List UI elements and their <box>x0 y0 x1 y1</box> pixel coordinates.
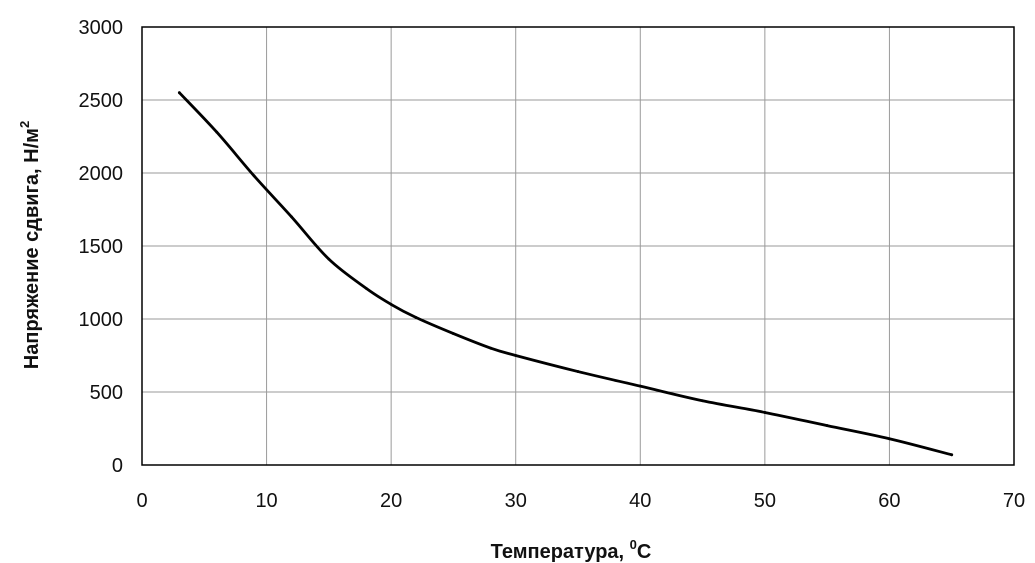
x-tick-label: 60 <box>878 490 900 512</box>
data-point <box>215 130 219 134</box>
data-point <box>389 303 393 306</box>
x-tick-label: 50 <box>754 490 776 512</box>
y-tick-label: 500 <box>90 382 123 404</box>
data-points <box>177 91 954 457</box>
x-tick-label: 40 <box>629 490 651 512</box>
data-line <box>177 91 954 457</box>
x-tick-label: 30 <box>505 490 527 512</box>
data-point <box>414 316 418 319</box>
data-point <box>950 453 954 457</box>
y-tick-label: 1500 <box>79 236 124 258</box>
data-point <box>290 215 293 219</box>
data-point <box>177 91 181 95</box>
x-axis-title: Температура, 0C <box>491 537 652 563</box>
y-tick-label: 2500 <box>79 90 124 112</box>
data-point <box>888 437 891 441</box>
y-axis-title: Напряжение сдвига, Н/м2 <box>17 121 43 369</box>
x-tick-label: 0 <box>136 490 147 512</box>
data-point <box>489 346 493 350</box>
tick-labels: 0 10 20 30 40 50 60 70 0 500 1000 1500 2000 2500 3000 <box>79 17 1026 512</box>
y-tick-label: 1000 <box>79 309 124 331</box>
data-point <box>452 332 455 335</box>
data-point <box>701 399 704 403</box>
x-tick-label: 20 <box>380 490 402 512</box>
data-point <box>763 411 767 414</box>
grid <box>142 27 1014 465</box>
plot-frame <box>141 26 1015 466</box>
x-tick-label: 70 <box>1003 490 1025 512</box>
data-point <box>514 354 518 357</box>
y-tick-label: 2000 <box>79 163 124 185</box>
x-tick-label: 10 <box>255 490 277 512</box>
data-point <box>638 384 642 388</box>
data-point <box>252 174 256 178</box>
data-point <box>327 257 331 261</box>
data-point <box>576 370 580 373</box>
y-tick-label: 0 <box>112 455 123 477</box>
y-tick-label: 3000 <box>79 17 124 39</box>
data-point <box>825 424 829 427</box>
data-point <box>364 286 368 290</box>
